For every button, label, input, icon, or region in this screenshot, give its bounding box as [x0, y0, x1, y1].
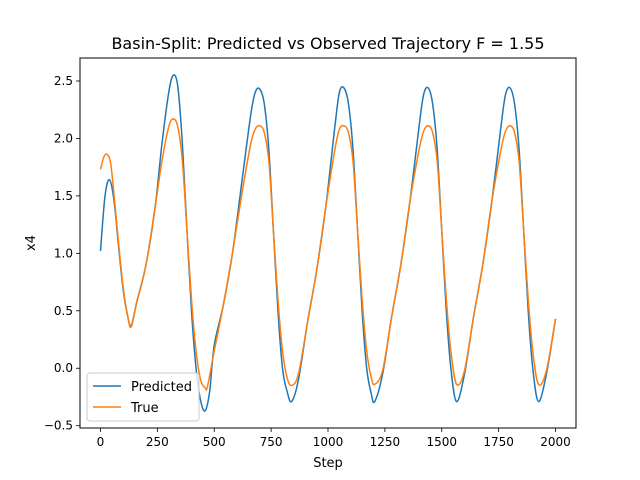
series-line-true: [99, 118, 557, 391]
y-tick-label: 2.0: [54, 131, 73, 145]
x-tick-label: 750: [260, 435, 283, 449]
x-tick-label: 500: [203, 435, 226, 449]
x-axis-ticks: 0 250 500 750 1000 1250 1500 1750 2000: [97, 428, 571, 449]
x-tick-label: 1000: [313, 435, 344, 449]
legend-box: [86, 372, 200, 422]
legend-label-predicted: Predicted: [131, 380, 192, 395]
x-tick-label: 1750: [483, 435, 514, 449]
y-tick-label: 2.5: [54, 74, 73, 88]
y-tick-label: 0.0: [54, 361, 73, 375]
x-axis-label: Step: [313, 456, 343, 471]
x-tick-label: 1500: [426, 435, 457, 449]
legend-label-true: True: [130, 401, 159, 416]
y-axis-label: x4: [24, 235, 39, 251]
y-tick-label: 1.5: [54, 189, 73, 203]
y-axis-ticks: −0.5 0.0 0.5 1.0 1.5 2.0 2.5: [44, 74, 80, 433]
y-tick-label: 0.5: [54, 304, 73, 318]
y-tick-label: −0.5: [44, 419, 73, 433]
x-tick-label: 250: [146, 435, 169, 449]
legend: Predicted True: [86, 372, 200, 422]
x-tick-label: 0: [97, 435, 105, 449]
x-tick-label: 1250: [370, 435, 401, 449]
y-tick-label: 1.0: [54, 246, 73, 260]
chart-title: Basin-Split: Predicted vs Observed Traje…: [111, 34, 544, 53]
x-tick-label: 2000: [540, 435, 571, 449]
